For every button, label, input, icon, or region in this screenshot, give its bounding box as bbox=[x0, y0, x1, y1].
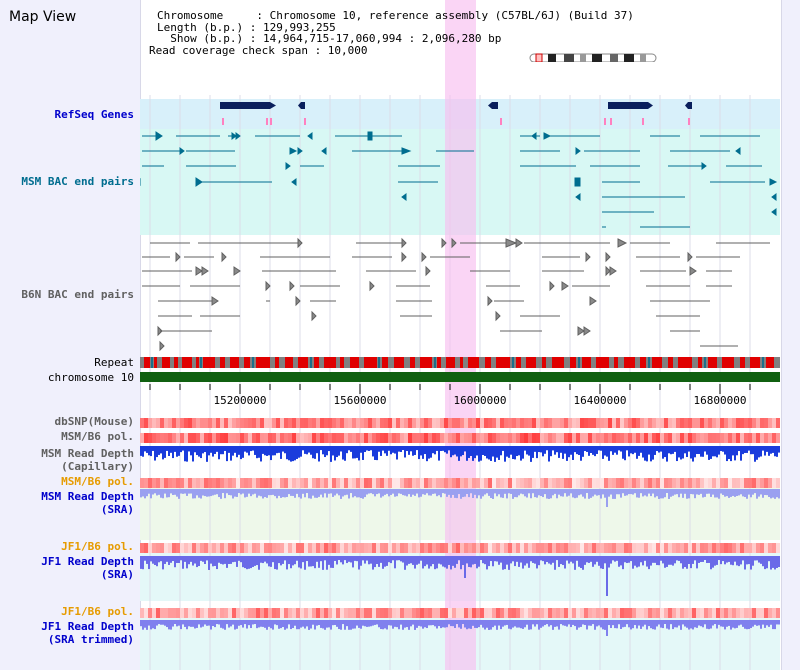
repeat-track[interactable] bbox=[140, 357, 780, 368]
ruler-label-2: 15600000 bbox=[333, 394, 387, 407]
page-title: Map View bbox=[9, 9, 77, 25]
msm-bac-track[interactable] bbox=[140, 129, 780, 235]
jf1-depth-trim-track[interactable] bbox=[140, 620, 780, 638]
label-msm-depth-cap-2: (Capillary) bbox=[61, 460, 134, 473]
ruler-label-4: 16400000 bbox=[573, 394, 627, 407]
label-msm-b6-pol-2[interactable]: MSM/B6 pol. bbox=[61, 475, 134, 488]
jf1-b6-pol-track[interactable] bbox=[140, 543, 780, 553]
label-jf1-b6-pol-2[interactable]: JF1/B6 pol. bbox=[61, 605, 134, 618]
refseq-genes-track[interactable] bbox=[140, 99, 780, 129]
ruler-label-1: 15200000 bbox=[213, 394, 267, 407]
label-jf1-depth-trim-1[interactable]: JF1 Read Depth bbox=[41, 620, 134, 633]
msm-depth-capillary-track[interactable] bbox=[140, 446, 780, 468]
label-jf1-depth-sra-2: (SRA) bbox=[100, 568, 134, 581]
msm-b6-pol-2-track[interactable] bbox=[140, 478, 780, 488]
coverage-line: Read coverage check span : 10,000 bbox=[149, 43, 368, 57]
label-jf1-depth-trim-2: (SRA trimmed) bbox=[47, 633, 134, 646]
ruler-label-3: 16000000 bbox=[453, 394, 507, 407]
label-msm-b6-pol[interactable]: MSM/B6 pol. bbox=[61, 430, 134, 443]
label-jf1-b6-pol[interactable]: JF1/B6 pol. bbox=[61, 540, 134, 553]
chromosome-ideogram[interactable] bbox=[528, 52, 658, 62]
chromosome-line: Chromosome : Chromosome 10, reference as… bbox=[157, 9, 634, 22]
ruler-ticks bbox=[149, 384, 751, 394]
chromosome-bar[interactable] bbox=[140, 372, 780, 382]
msm-depth-sra-track[interactable] bbox=[140, 489, 780, 509]
jf1-b6-pol-2-track[interactable] bbox=[140, 608, 780, 618]
label-msm-depth-sra-1[interactable]: MSM Read Depth bbox=[41, 490, 134, 503]
ruler-label-5: 16800000 bbox=[693, 394, 747, 407]
label-msm-depth-sra-2: (SRA) bbox=[100, 503, 134, 516]
msm-b6-pol-track[interactable] bbox=[140, 433, 780, 443]
label-msm-depth-cap-1[interactable]: MSM Read Depth bbox=[41, 447, 134, 460]
label-chromosome: chromosome 10 bbox=[47, 371, 134, 384]
length-line: Length (b.p.) : 129,993,255 bbox=[157, 20, 336, 34]
label-b6n-bac[interactable]: B6N BAC end pairs bbox=[21, 288, 134, 301]
show-line: Show (b.p.) : 14,964,715-17,060,994 : 2,… bbox=[157, 32, 502, 45]
b6n-bac-track[interactable] bbox=[140, 235, 780, 355]
label-dbsnp[interactable]: dbSNP(Mouse) bbox=[54, 415, 134, 428]
label-refseq[interactable]: RefSeq Genes bbox=[54, 108, 134, 121]
label-jf1-depth-sra-1[interactable]: JF1 Read Depth bbox=[41, 555, 134, 568]
chromosome-info: Chromosome : Chromosome 10, reference as… bbox=[149, 10, 634, 56]
label-msm-bac[interactable]: MSM BAC end pairs bbox=[21, 175, 134, 188]
jf1-depth-sra-track[interactable] bbox=[140, 556, 780, 598]
dbsnp-track[interactable] bbox=[140, 418, 780, 428]
label-repeat[interactable]: Repeat bbox=[94, 356, 134, 369]
